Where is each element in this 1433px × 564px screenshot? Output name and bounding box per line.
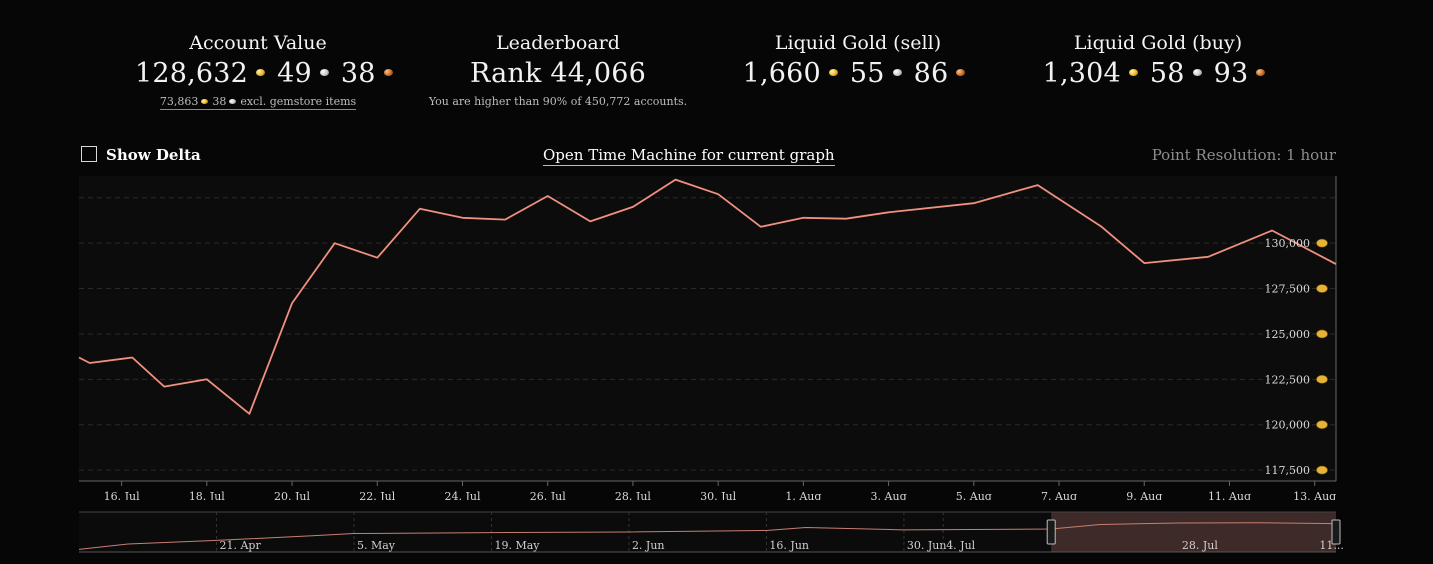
x-tick-label: 11. Aug	[1208, 490, 1251, 500]
liquid-gold-buy-amount: 1,304 58 93	[1038, 58, 1278, 89]
show-delta-label[interactable]: Show Delta	[106, 146, 201, 164]
x-tick-label: 9. Aug	[1126, 490, 1162, 500]
navigator-series-line	[78, 522, 1337, 550]
navigator-label: 16. Jun	[769, 539, 809, 552]
y-axis-ticks: 117,500 120,000 122,500 125,000 127,500 130,0…	[1265, 237, 1328, 477]
excl-gemstore-gold: 73,863	[159, 95, 199, 108]
open-time-machine-link[interactable]: Open Time Machine for current graph	[543, 146, 835, 166]
liquid-gold-sell-title: Liquid Gold (sell)	[774, 32, 942, 54]
liquid-sell-copper: 86	[913, 58, 949, 89]
silver-coin-icon	[229, 98, 237, 104]
x-tick-label: 16. Jul	[104, 490, 140, 500]
gold-coin-icon	[1316, 465, 1328, 475]
navigator-label: 30. Jun	[907, 539, 947, 552]
liquid-gold-buy-title: Liquid Gold (buy)	[1073, 32, 1243, 54]
account-value-stat: Account Value 128,632 49 38 73,863 38 excl. …	[133, 32, 393, 110]
x-tick-label: 30. Jul	[700, 490, 736, 500]
x-tick-label: 13. Aug	[1293, 490, 1336, 500]
liquid-sell-silver: 55	[849, 58, 885, 89]
navigator-label: 19. May	[494, 539, 540, 552]
gold-coin-icon	[828, 69, 838, 76]
navigator-label: 28. Jul	[1182, 539, 1218, 552]
y-tick-label: 117,500	[1265, 464, 1311, 477]
leaderboard-stat: Leaderboard Rank 44,066 You are higher t…	[418, 32, 698, 108]
x-tick-label: 18. Jul	[189, 490, 225, 500]
gold-coin-icon	[1316, 420, 1328, 430]
x-tick-label: 28. Jul	[615, 490, 651, 500]
gold-coin-icon	[1128, 69, 1138, 76]
account-value-amount: 128,632 49 38	[133, 58, 393, 89]
leaderboard-subtext: You are higher than 90% of 450,772 accou…	[428, 95, 688, 108]
account-value-title: Account Value	[189, 32, 327, 54]
silver-coin-icon	[319, 69, 329, 76]
gold-coin-icon	[1316, 375, 1328, 384]
navigator-label: 2. Jun	[632, 539, 665, 552]
navigator-label: 5. May	[357, 539, 396, 552]
leaderboard-rank: Rank 44,066	[469, 58, 647, 89]
gold-coin-icon	[201, 98, 209, 104]
gold-coin-icon	[1316, 329, 1328, 339]
navigator-right-handle[interactable]	[1331, 519, 1341, 545]
account-value-chart[interactable]: 117,500 120,000 122,500 125,000 127,500 130,0…	[0, 170, 1433, 500]
excl-gemstore-silver: 38	[212, 95, 227, 108]
x-tick-label: 22. Jul	[359, 490, 395, 500]
x-tick-label: 20. Jul	[274, 490, 310, 500]
navigator-left-handle[interactable]	[1046, 519, 1056, 545]
x-tick-label: 7. Aug	[1041, 490, 1077, 500]
liquid-buy-copper: 93	[1213, 58, 1249, 89]
account-value-series-line	[78, 178, 1337, 415]
show-delta-checkbox[interactable]	[81, 146, 97, 162]
gold-coin-icon	[1316, 238, 1328, 248]
navigator-label: 4. Jul	[946, 539, 975, 552]
silver-coin-icon	[1192, 69, 1202, 76]
gold-coin-icon	[1316, 284, 1328, 293]
copper-coin-icon	[383, 69, 393, 76]
navigator-label: 21. Apr	[219, 539, 261, 552]
range-navigator[interactable]: 21. Apr 5. May 19. May 2. Jun 16. Jun 30. Jun…	[0, 508, 1433, 558]
leaderboard-title: Leaderboard	[496, 32, 620, 54]
account-value-excl-gemstore[interactable]: 73,863 38 excl. gemstore items	[159, 95, 357, 110]
liquid-buy-silver: 58	[1149, 58, 1185, 89]
x-tick-label: 1. Aug	[785, 490, 821, 500]
point-resolution-label[interactable]: Point Resolution: 1 hour	[1151, 146, 1336, 164]
gold-coin-icon	[256, 69, 266, 76]
y-tick-label: 120,000	[1265, 419, 1311, 432]
x-tick-label: 26. Jul	[530, 490, 566, 500]
silver-coin-icon	[892, 69, 902, 76]
x-axis-ticks: 16. Jul 18. Jul 20. Jul 22. Jul 24. Jul 26. J…	[104, 481, 1336, 500]
account-value-copper: 38	[340, 58, 376, 89]
y-tick-label: 125,000	[1265, 328, 1311, 341]
series-layer	[78, 178, 1337, 415]
graph-toolbar: Show Delta Open Time Machine for current…	[0, 146, 1433, 166]
y-tick-label: 122,500	[1265, 373, 1311, 386]
navigator-labels: 21. Apr 5. May 19. May 2. Jun 16. Jun 30. Jun…	[215, 512, 1344, 552]
excl-gemstore-text: excl. gemstore items	[240, 95, 357, 108]
navigator-handles[interactable]	[1046, 519, 1341, 545]
account-value-silver: 49	[277, 58, 312, 89]
x-tick-label: 24. Jul	[444, 490, 480, 500]
account-value-gold: 128,632	[135, 58, 249, 89]
navigator-selected-range[interactable]	[1051, 512, 1336, 552]
copper-coin-icon	[956, 69, 966, 76]
liquid-buy-gold: 1,304	[1042, 58, 1121, 89]
liquid-gold-buy-stat: Liquid Gold (buy) 1,304 58 93	[1038, 32, 1278, 89]
x-tick-label: 3. Aug	[871, 490, 907, 500]
y-tick-label: 130,000	[1265, 237, 1311, 250]
x-tick-label: 5. Aug	[956, 490, 992, 500]
liquid-sell-gold: 1,660	[742, 58, 821, 89]
y-tick-label: 127,500	[1265, 283, 1311, 296]
copper-coin-icon	[1256, 69, 1266, 76]
plot-background	[79, 176, 1336, 481]
liquid-gold-sell-amount: 1,660 55 86	[738, 58, 978, 89]
grid-lines	[79, 197, 1336, 471]
liquid-gold-sell-stat: Liquid Gold (sell) 1,660 55 86	[738, 32, 978, 89]
